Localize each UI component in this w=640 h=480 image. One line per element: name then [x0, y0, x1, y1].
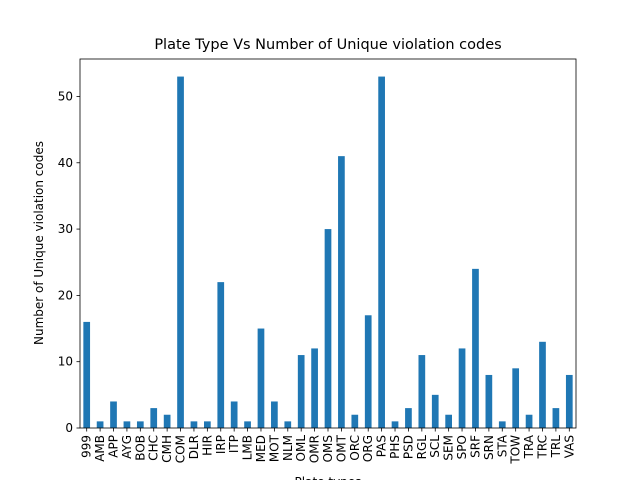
y-tick-label: 0 — [65, 421, 73, 435]
bar — [257, 328, 265, 428]
bar — [364, 315, 372, 428]
bar — [311, 348, 318, 428]
y-tick-label: 20 — [58, 288, 73, 302]
bar — [391, 421, 399, 428]
x-tick-label: ORG — [361, 435, 375, 462]
x-tick-label: SCL — [428, 435, 442, 458]
x-tick-label: OMT — [334, 434, 348, 462]
x-tick-label: SRF — [468, 435, 482, 458]
x-tick-label: RGL — [415, 435, 429, 460]
bar — [204, 421, 211, 428]
bar — [136, 421, 144, 428]
x-tick-label: MOT — [267, 434, 281, 462]
x-tick-label: VAS — [562, 435, 576, 458]
y-tick-label: 50 — [58, 89, 73, 103]
bar — [539, 341, 546, 428]
x-tick-label: ORC — [348, 435, 362, 461]
bar — [445, 414, 452, 428]
x-tick-label: TRC — [535, 435, 549, 459]
x-tick-label: STA — [495, 434, 509, 457]
x-tick-label: 999 — [80, 435, 94, 458]
x-tick-label: HIR — [200, 435, 214, 456]
x-tick-label: DLR — [187, 435, 201, 459]
x-tick-label: CMH — [160, 435, 174, 463]
x-tick-label: OML — [294, 435, 308, 462]
x-tick-label: AMB — [93, 435, 107, 462]
x-tick-label: CHC — [147, 435, 161, 461]
bar — [418, 355, 426, 428]
x-tick-label: SRN — [482, 435, 496, 460]
x-tick-label: ITP — [227, 435, 241, 453]
bar — [565, 374, 573, 428]
x-tick-label: NLM — [281, 435, 295, 461]
bar — [150, 408, 158, 428]
x-tick-label: SPO — [455, 435, 469, 459]
x-tick-label: MED — [254, 435, 268, 462]
bar — [271, 401, 278, 428]
x-tick-label: PAS — [375, 435, 389, 457]
bar — [324, 229, 332, 428]
bar — [297, 355, 305, 428]
bar — [512, 368, 520, 428]
bar — [163, 414, 171, 428]
x-tick-label: AYG — [120, 435, 134, 459]
x-tick-label: COM — [174, 435, 188, 463]
bar — [123, 421, 131, 428]
x-axis-label: Plate types — [295, 475, 362, 480]
bar — [498, 421, 506, 428]
bar — [110, 401, 117, 428]
x-tick-label: BOB — [133, 435, 147, 461]
bar — [83, 321, 91, 428]
x-tick-label: APP — [107, 435, 121, 458]
bar — [405, 408, 412, 428]
bar — [190, 421, 198, 428]
bar — [217, 282, 225, 428]
bar — [284, 421, 292, 428]
bar — [338, 156, 345, 428]
x-tick-label: PSD — [401, 435, 415, 459]
x-tick-label: IRP — [214, 435, 228, 454]
bar — [485, 374, 493, 428]
x-tick-label: TRL — [549, 435, 563, 459]
bar — [230, 401, 238, 428]
bar — [525, 414, 533, 428]
bar — [458, 348, 466, 428]
bar — [96, 421, 104, 428]
x-tick-label: TRA — [522, 434, 536, 459]
bar — [552, 408, 560, 428]
bar — [431, 394, 439, 428]
chart-title: Plate Type Vs Number of Unique violation… — [154, 37, 501, 53]
y-tick-label: 40 — [58, 156, 73, 170]
x-tick-label: SEM — [442, 435, 456, 461]
x-tick-label: TOW — [509, 435, 523, 465]
x-tick-label: PHS — [388, 435, 402, 459]
x-tick-label: OMS — [321, 435, 335, 462]
bar — [472, 268, 479, 428]
bar — [378, 76, 385, 429]
bar — [351, 414, 359, 428]
y-tick-label: 10 — [58, 355, 73, 369]
bar — [244, 421, 251, 428]
bar — [177, 76, 184, 429]
x-tick-label: LMB — [241, 435, 255, 460]
y-axis-label: Number of Unique violation codes — [32, 141, 46, 345]
plot-frame — [79, 58, 577, 429]
x-tick-label: OMR — [308, 435, 322, 463]
y-tick-label: 30 — [58, 222, 73, 236]
